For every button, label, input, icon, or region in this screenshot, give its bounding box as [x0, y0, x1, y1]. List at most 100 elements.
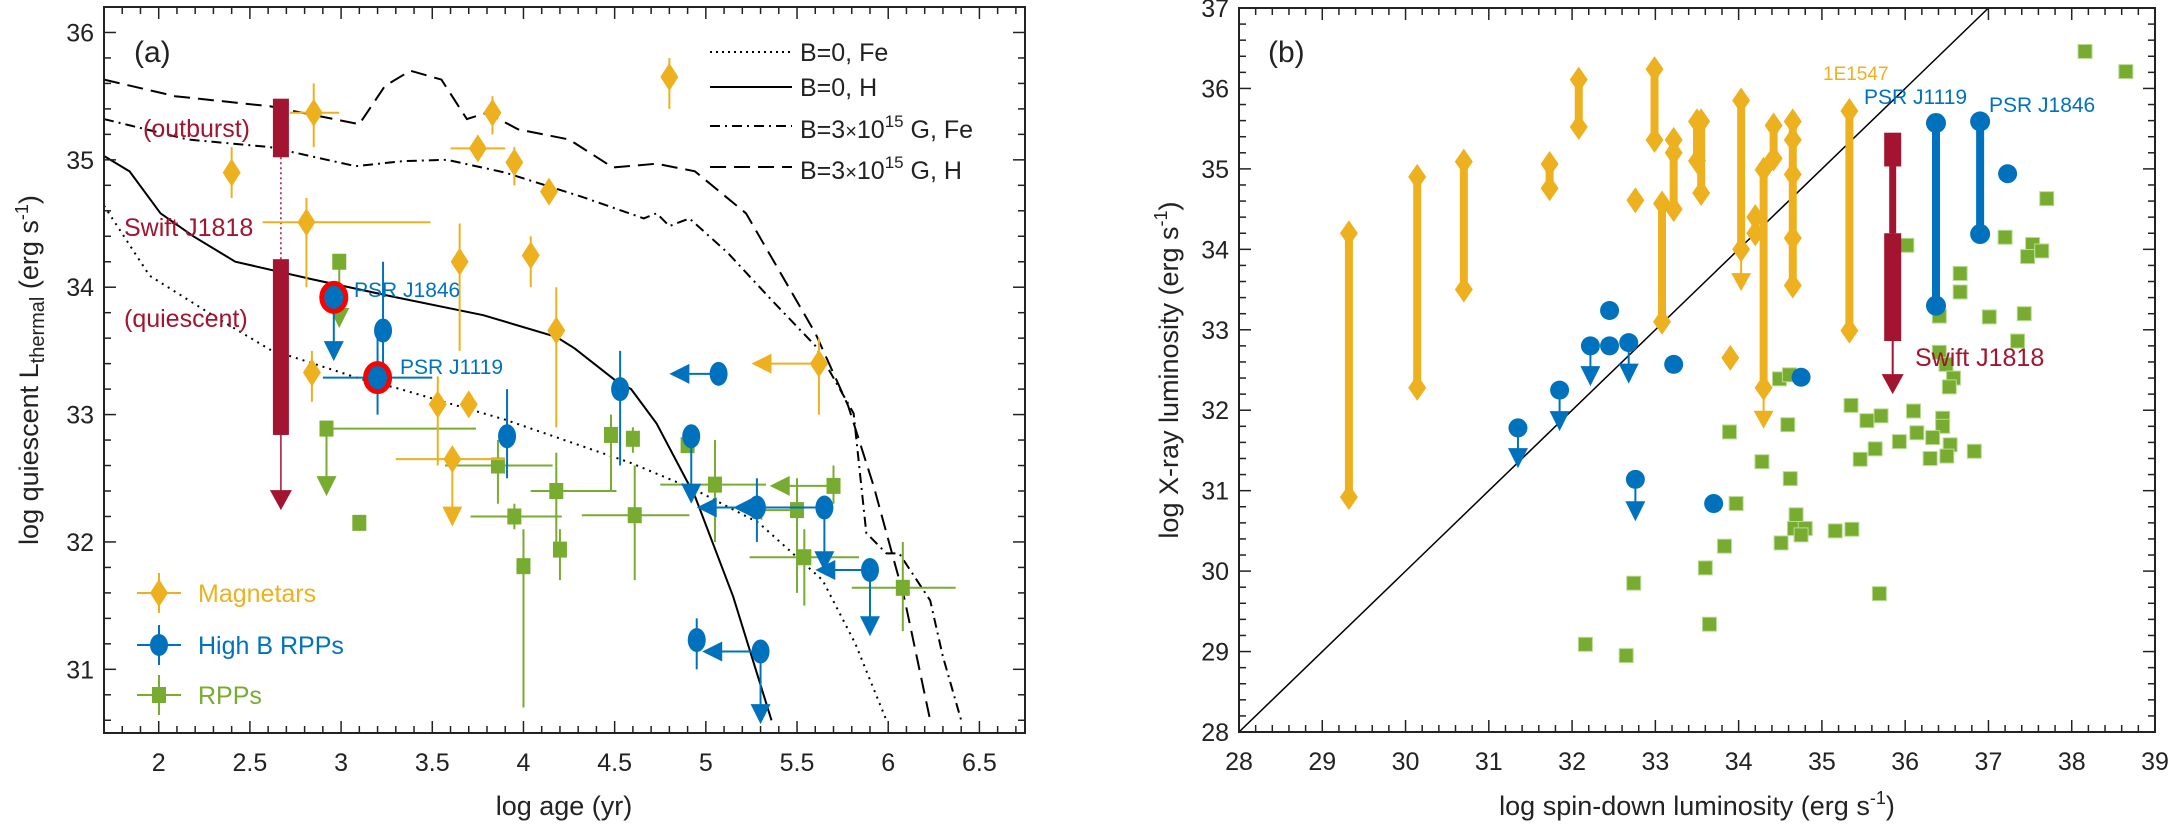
upper-limit-arrow — [316, 476, 337, 497]
rpp-square-marker — [1899, 237, 1915, 253]
magnetar-range — [1408, 163, 1427, 401]
magnetar-range — [1783, 108, 1802, 299]
diamond-marker — [1653, 308, 1672, 335]
rpp-point — [604, 414, 619, 491]
y-tick-label: 30 — [1201, 558, 1229, 586]
diamond-marker — [297, 208, 316, 237]
square-marker — [552, 541, 567, 558]
upper-limit-arrow — [1549, 411, 1570, 432]
magnetar-point — [660, 57, 679, 109]
circle-marker — [687, 628, 706, 653]
highlight-ring-marker — [319, 280, 349, 314]
diamond-marker — [660, 63, 679, 92]
rpp-point — [769, 465, 841, 504]
rpp-square-marker — [1981, 309, 1997, 325]
rpp-point — [530, 452, 617, 555]
legend-marker-magnetar — [137, 573, 181, 613]
diamond-marker — [443, 445, 462, 474]
rpp-square-marker — [1728, 496, 1744, 512]
x-axis-label: log age (yr) — [496, 791, 633, 821]
annotation-swift-j1818-b: Swift J1818 — [1915, 344, 2044, 372]
upper-limit-arrow — [1580, 366, 1601, 387]
swift-quiescent-bar — [1884, 233, 1902, 342]
rpp-point — [625, 427, 640, 453]
y-tick-label: 33 — [1201, 317, 1229, 345]
y-tick-label: 31 — [66, 656, 94, 684]
legend-label-dotted: B=0, Fe — [800, 39, 888, 67]
diamond-marker — [1721, 344, 1740, 371]
rpp-square-marker — [1844, 521, 1860, 537]
rpp-square-marker — [1909, 425, 1925, 441]
diamond-marker — [1783, 126, 1802, 153]
diamond-marker — [1569, 114, 1588, 141]
magnetar-point — [539, 177, 558, 206]
rpp-point — [316, 420, 477, 497]
circle-marker — [1970, 224, 1991, 245]
circle-marker — [1508, 418, 1528, 438]
rpp-square-marker — [1697, 560, 1713, 576]
rpp-point — [445, 440, 553, 504]
diamond-marker — [302, 358, 321, 387]
swift-quiescent-bar — [272, 259, 289, 435]
circle-marker — [1619, 333, 1639, 353]
diamond-icon — [150, 579, 168, 607]
left-limit-arrow — [769, 475, 790, 496]
y-tick-label: 31 — [1201, 478, 1229, 506]
legend-marker-rpp — [137, 675, 181, 715]
left-limit-arrow — [751, 353, 772, 374]
diamond-marker — [1764, 145, 1783, 172]
axes: 2 2.5 3 3.5 4 4.5 5 5.5 6 6.5 31 32 33 34 35 36 — [66, 6, 1026, 777]
x-tick-label: 35 — [1808, 748, 1836, 776]
plot-frame — [1238, 7, 2156, 733]
legend-label-dashed: B=3×1015 G, H — [800, 153, 962, 185]
circle-marker — [374, 318, 393, 343]
x-tick-label: 3.5 — [415, 749, 450, 777]
upper-limit-arrow — [323, 341, 344, 362]
magnetar-range — [1692, 108, 1711, 207]
square-marker — [490, 457, 505, 474]
magnetar-point — [262, 198, 431, 288]
diamond-marker — [1732, 87, 1751, 114]
rpp-square-marker — [2034, 243, 2050, 259]
highb-point — [1580, 336, 1601, 387]
rpp-point — [581, 465, 690, 581]
rpp-square-marker — [1952, 284, 1968, 300]
y-tick-label: 33 — [66, 402, 94, 430]
legend-label-highb: High B RPPs — [198, 632, 344, 660]
square-marker — [604, 426, 619, 443]
diamond-marker — [428, 390, 447, 419]
diamond-marker — [1783, 161, 1802, 188]
y-tick-label: 37 — [1201, 0, 1229, 23]
rpp-square-marker — [1873, 408, 1889, 424]
rpp-square-marker — [1618, 648, 1634, 664]
rpp-point — [470, 503, 562, 530]
circle-marker — [751, 639, 770, 664]
legend-label-solid: B=0, H — [800, 74, 877, 102]
x-tick-label: 39 — [2141, 748, 2169, 776]
panel-a-marks: 2 2.5 3 3.5 4 4.5 5 5.5 6 6.5 31 32 33 34 35 36 — [66, 6, 1026, 777]
highb-point — [702, 639, 771, 725]
diamond-marker — [539, 177, 558, 206]
upper-limit-arrow — [859, 616, 880, 637]
x-tick-label: 2 — [152, 749, 166, 777]
magnetar-point — [395, 445, 506, 527]
panel-b-label: (b) — [1268, 36, 1305, 69]
rpp-square-marker — [2039, 191, 2055, 207]
annotation-swift-j1818: Swift J1818 — [124, 214, 253, 242]
annotation-outburst: (outburst) — [143, 115, 250, 143]
upper-limit-arrow — [269, 490, 292, 511]
x-tick-label: 38 — [2058, 748, 2086, 776]
diamond-marker — [1840, 97, 1859, 124]
diamond-marker — [483, 98, 502, 127]
y-tick-label: 36 — [66, 19, 94, 47]
legend-label-rpps: RPPs — [198, 682, 262, 710]
left-limit-arrow — [669, 363, 690, 384]
swift-outburst-bar — [1884, 132, 1902, 167]
rpp-point — [749, 529, 860, 606]
upper-limit-arrow — [1731, 273, 1752, 292]
y-axis-label: log quiescent Lthermal (erg s-1) — [12, 195, 49, 545]
upper-limit-arrow — [1753, 410, 1774, 429]
y-tick-label: 28 — [1201, 719, 1229, 747]
axes: 28 29 30 31 32 33 34 35 36 37 38 39 28 29 30 31 32 33 34 35… — [1201, 0, 2169, 776]
